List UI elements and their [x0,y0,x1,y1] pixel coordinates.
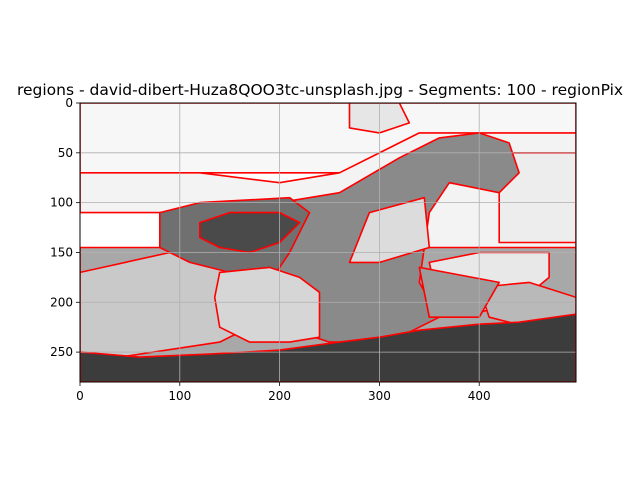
x-axis: 0 100 200 300 400 [76,382,491,403]
y-tick-label: 100 [50,196,73,210]
segment-region [348,196,431,264]
image-plot-area [80,103,576,382]
segment-regions [80,103,576,382]
y-tick-label: 50 [58,146,73,160]
plot-frame [79,102,577,383]
y-tick-label: 200 [50,295,73,309]
y-tick-label: 150 [50,245,73,259]
segment-region [213,266,321,343]
x-tick-label: 300 [368,389,391,403]
x-tick-label: 400 [468,389,491,403]
y-tick-label: 250 [50,345,73,359]
chart-title: regions - david-dibert-Huza8QOO3tc-unspl… [17,81,623,99]
segment-region [478,281,576,329]
x-tick-label: 100 [168,389,191,403]
x-tick-label: 200 [268,389,291,403]
x-tick-label: 0 [76,389,84,403]
y-tick-label: 0 [65,96,73,110]
segment-region [80,313,576,382]
y-axis: 0 50 100 150 200 250 [50,96,80,359]
